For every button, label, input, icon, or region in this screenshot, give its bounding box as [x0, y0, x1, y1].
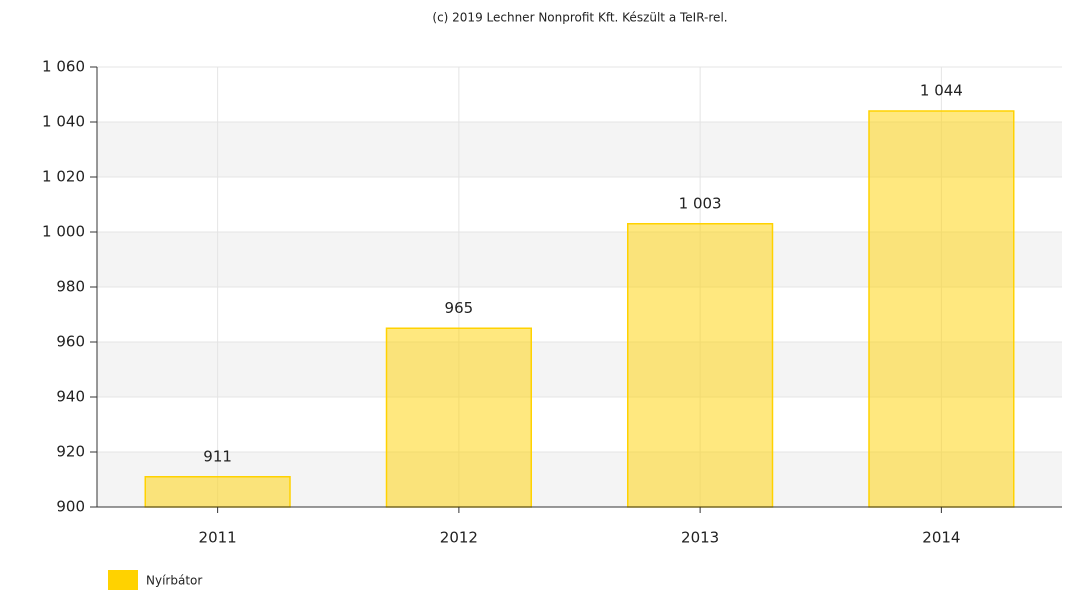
x-tick-label: 2013: [681, 529, 719, 547]
x-tick-label: 2011: [199, 529, 237, 547]
y-tick-label: 940: [56, 388, 85, 406]
y-tick-label: 1 000: [42, 223, 85, 241]
y-tick-label: 920: [56, 443, 85, 461]
bar: [868, 110, 1015, 508]
x-tick-label: 2012: [440, 529, 478, 547]
data-label: 965: [445, 299, 474, 317]
y-tick-label: 900: [56, 498, 85, 516]
data-label: 911: [203, 447, 232, 465]
legend-label: Nyírbátor: [146, 574, 202, 588]
x-tick-label: 2014: [922, 529, 960, 547]
data-label: 1 003: [679, 194, 722, 212]
chart-title: (c) 2019 Lechner Nonprofit Kft. Készült …: [432, 11, 727, 25]
y-tick-label: 1 060: [42, 58, 85, 76]
y-tick-label: 960: [56, 333, 85, 351]
bar: [627, 223, 774, 508]
y-tick-label: 1 040: [42, 113, 85, 131]
y-tick-label: 1 020: [42, 168, 85, 186]
data-label: 1 044: [920, 82, 963, 100]
legend-swatch: [108, 570, 138, 590]
bar: [385, 327, 532, 508]
y-tick-label: 980: [56, 278, 85, 296]
bar: [144, 476, 291, 508]
